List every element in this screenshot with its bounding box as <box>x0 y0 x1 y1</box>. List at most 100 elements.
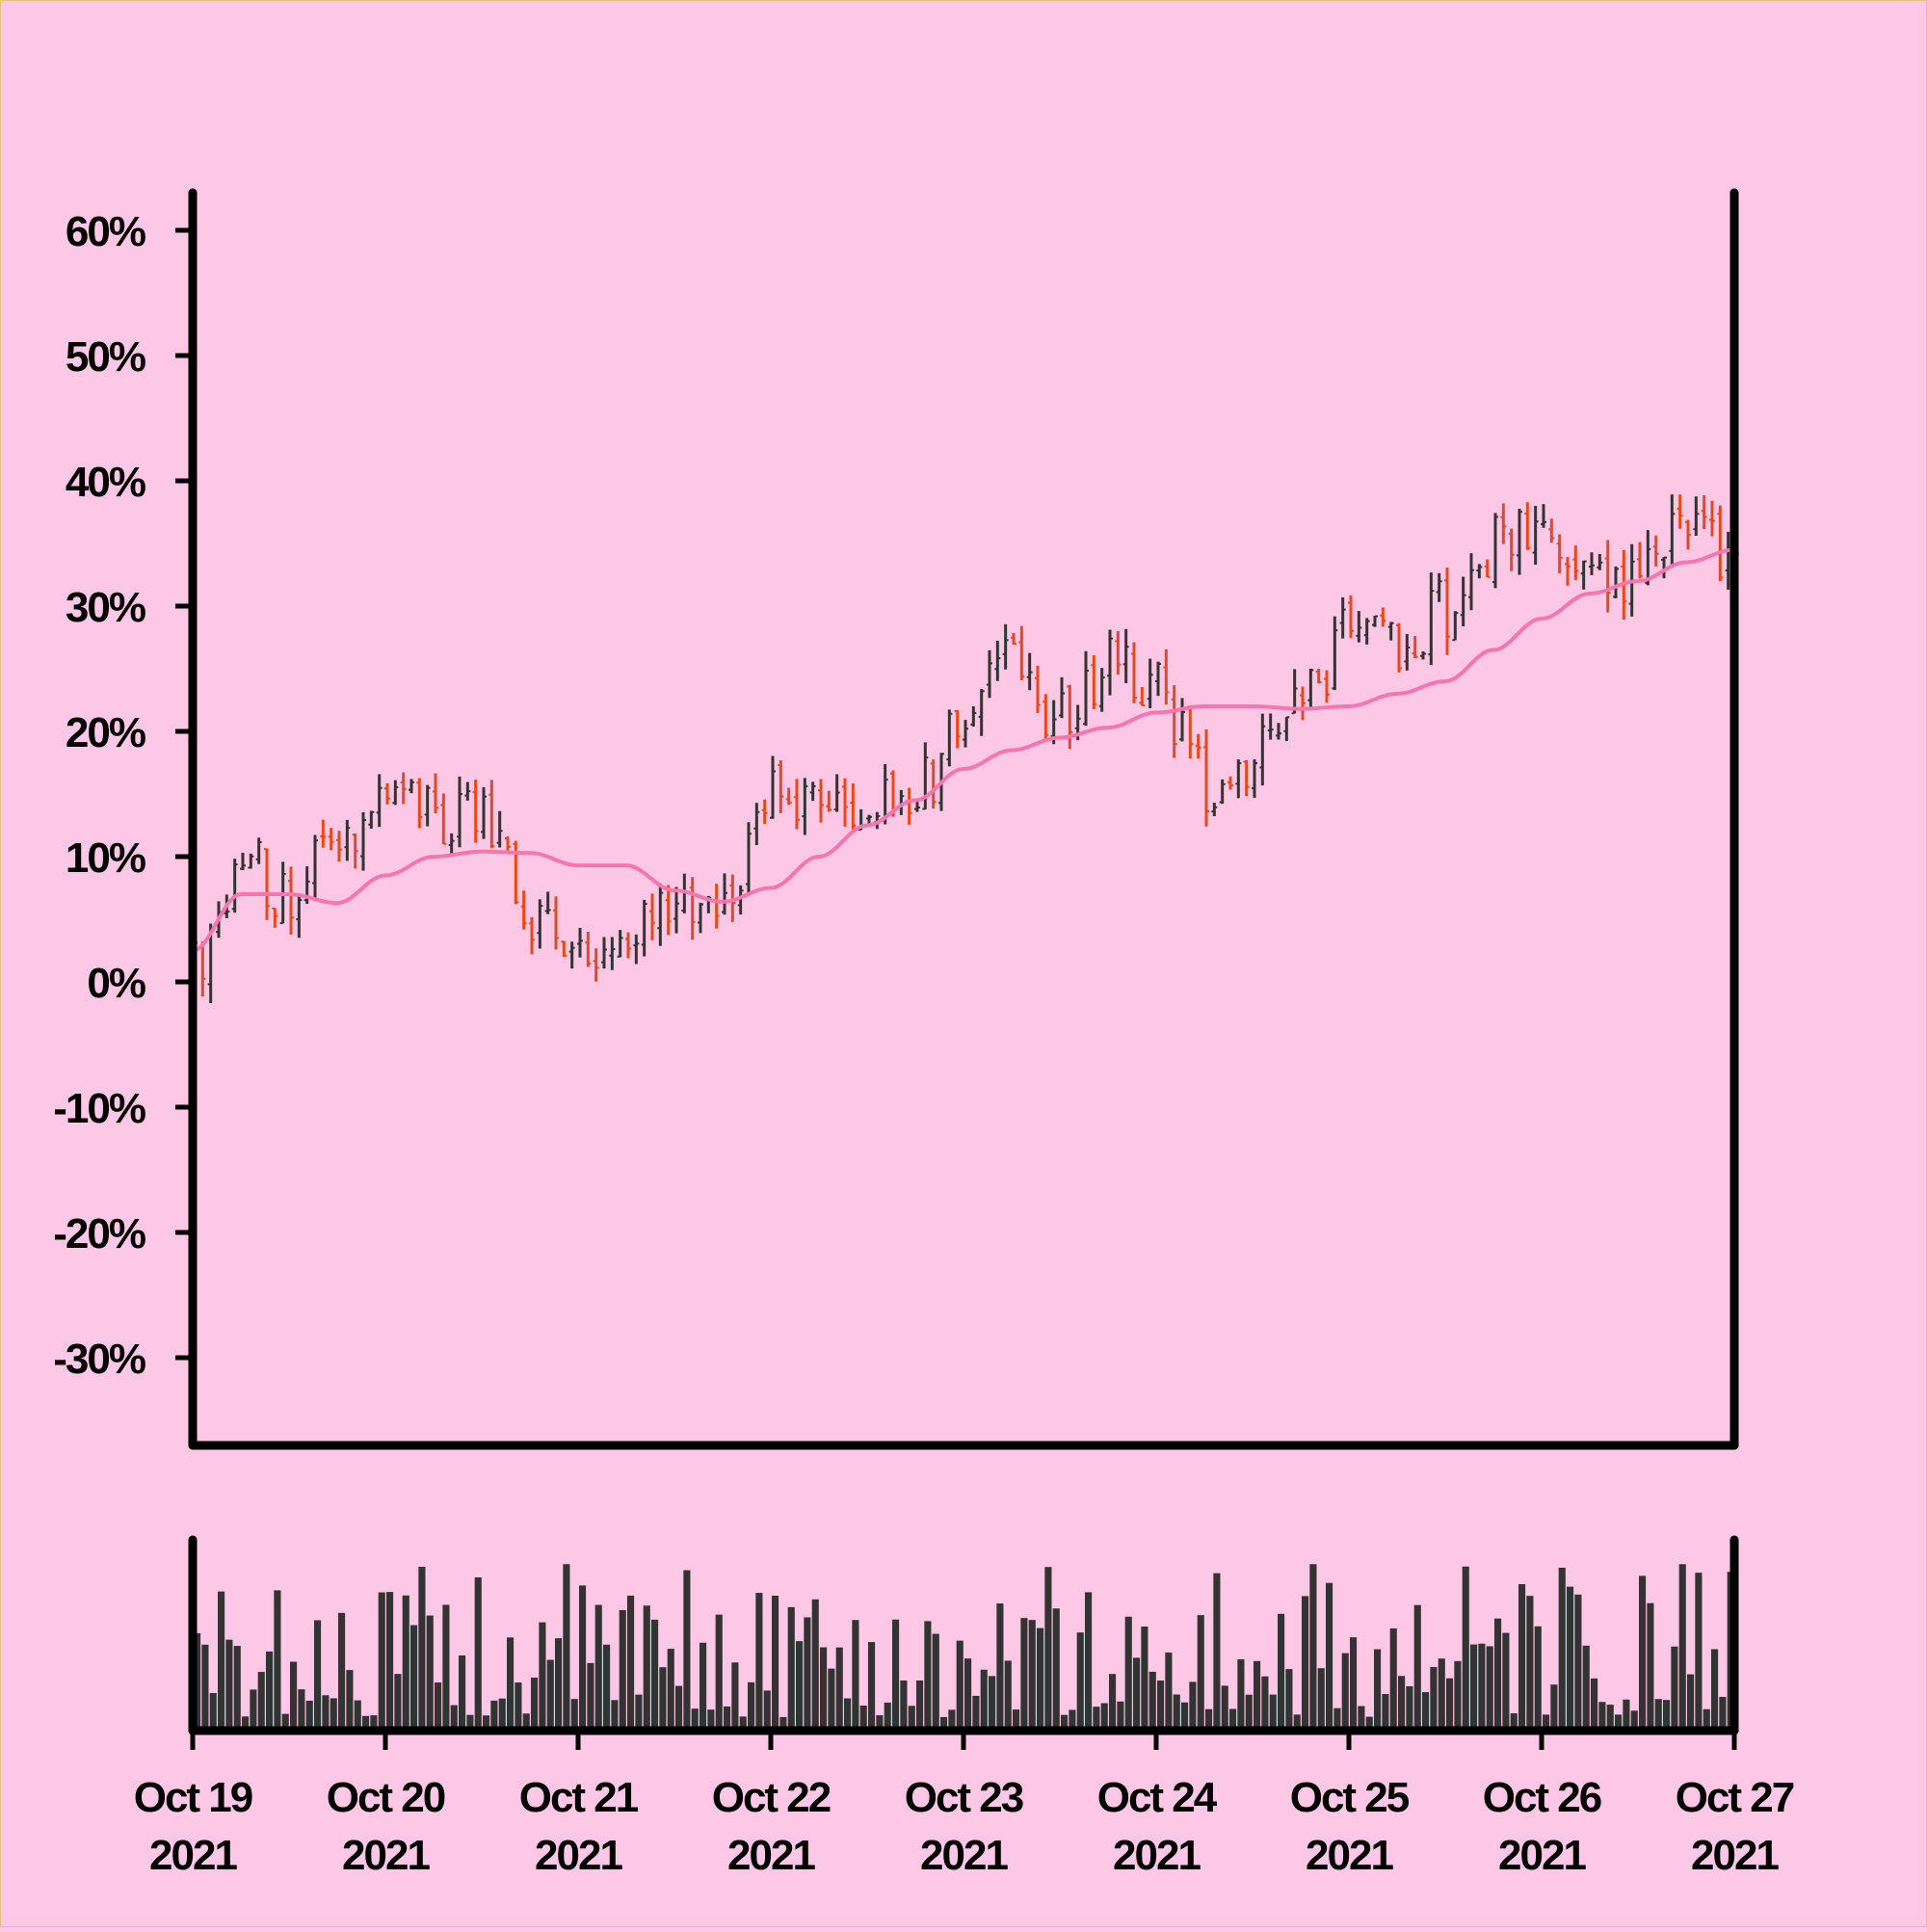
volume-bar <box>1221 1685 1228 1731</box>
volume-bar <box>876 1715 884 1731</box>
volume-bar <box>305 1700 313 1731</box>
ohlc-bar <box>1436 572 1442 602</box>
ohlc-bar <box>409 779 414 794</box>
ohlc-bar <box>1083 650 1089 727</box>
y-tick-labels: 60% 50% 40% 30% 20% 10% 0% -10% -20% -30% <box>53 208 147 1383</box>
ohlc-bar <box>336 831 342 862</box>
ohlc-bar <box>1468 553 1474 611</box>
ohlc-bar <box>248 853 254 869</box>
volume-bar <box>627 1595 635 1731</box>
volume-bar <box>1037 1628 1044 1731</box>
volume-bar <box>948 1709 956 1731</box>
volume-bar <box>459 1654 466 1731</box>
ohlc-bar <box>1363 618 1370 645</box>
ohlc-bar <box>1283 716 1290 741</box>
ohlc-bar <box>231 859 238 913</box>
volume-bar <box>748 1681 755 1731</box>
volume-bar <box>1567 1586 1574 1731</box>
volume-bar <box>1615 1714 1623 1731</box>
x-tick-year: 2021 <box>535 1832 622 1879</box>
ohlc-bar <box>1171 685 1177 758</box>
ohlc-bar <box>673 887 679 934</box>
volume-bar <box>435 1682 442 1731</box>
volume-bar <box>1293 1714 1301 1731</box>
volume-bar <box>1623 1699 1630 1731</box>
volume-bar <box>1197 1615 1204 1731</box>
volume-bars-group <box>194 1564 1734 1731</box>
volume-bar <box>1365 1716 1373 1731</box>
ohlc-bar <box>264 848 270 920</box>
y-tick-label: 30% <box>66 584 145 631</box>
volume-bar <box>1285 1669 1293 1731</box>
ohlc-bar <box>585 932 592 967</box>
ohlc-bar <box>544 891 551 914</box>
volume-bar <box>691 1708 699 1731</box>
ohlc-bar <box>296 893 303 939</box>
volume-bar <box>1374 1649 1382 1731</box>
x-tick-year: 2021 <box>920 1832 1008 1879</box>
volume-bar <box>1639 1575 1647 1731</box>
ohlc-bar <box>1339 596 1346 639</box>
ohlc-bar <box>392 780 399 806</box>
ohlc-bar <box>802 778 808 835</box>
ohlc-bar <box>1067 684 1073 750</box>
x-tick-date: Oct 27 <box>1676 1774 1794 1821</box>
ohlc-bar <box>1043 694 1049 740</box>
ohlc-bar <box>866 814 872 824</box>
ohlc-bar <box>384 782 390 805</box>
volume-bar <box>635 1694 643 1731</box>
ohlc-bar <box>448 833 455 857</box>
volume-bar <box>1044 1567 1052 1731</box>
ohlc-bar <box>1460 576 1466 627</box>
volume-bar <box>787 1606 795 1731</box>
volume-bar <box>338 1612 346 1731</box>
ohlc-bar <box>930 759 937 809</box>
volume-bar <box>924 1621 932 1731</box>
ohlc-bar <box>665 885 672 936</box>
volume-bar <box>298 1689 305 1731</box>
volume-bar <box>555 1638 563 1731</box>
y-tick-label: 0% <box>87 960 145 1007</box>
ohlc-bar <box>1300 686 1306 721</box>
volume-bar <box>539 1622 546 1731</box>
volume-bar <box>1278 1613 1285 1731</box>
y-tick-label: 40% <box>66 459 145 506</box>
ohlc-bar <box>826 790 832 812</box>
x-tick-year: 2021 <box>1498 1832 1586 1879</box>
ohlc-bar <box>1276 723 1281 740</box>
ohlc-bar <box>842 778 848 827</box>
x-tick-date: Oct 26 <box>1483 1774 1601 1821</box>
volume-bar <box>1430 1667 1438 1731</box>
volume-bar <box>989 1676 996 1731</box>
volume-bar <box>1598 1702 1606 1731</box>
ohlc-bar <box>641 899 647 957</box>
ohlc-bar <box>1717 505 1724 582</box>
moving-average-group <box>192 547 1735 953</box>
volume-bar <box>1309 1564 1317 1731</box>
ohlc-bar <box>1645 530 1651 586</box>
ohlc-bar <box>906 787 912 825</box>
x-tick-year: 2021 <box>342 1832 430 1879</box>
volume-bar <box>916 1680 924 1731</box>
ohlc-bar <box>1580 560 1587 590</box>
ohlc-bar <box>617 930 623 958</box>
ohlc-bar <box>1139 686 1146 707</box>
volume-bar <box>490 1700 498 1731</box>
volume-bar <box>1076 1632 1084 1731</box>
volume-bar <box>956 1640 964 1731</box>
ohlc-bar <box>633 934 640 965</box>
x-tick-date: Oct 25 <box>1290 1774 1410 1821</box>
volume-bar <box>1606 1705 1614 1731</box>
ohlc-bar <box>1508 528 1515 571</box>
ohlc-bar <box>1524 502 1531 550</box>
volume-bar <box>1711 1649 1719 1731</box>
volume-bar <box>739 1716 747 1731</box>
volume-bar <box>667 1649 674 1731</box>
x-tick-date: Oct 24 <box>1097 1774 1218 1821</box>
volume-bar <box>1470 1644 1478 1731</box>
volume-bar <box>820 1647 828 1731</box>
ohlc-bar <box>761 799 768 824</box>
ohlc-bar <box>577 927 583 958</box>
volume-bar <box>1020 1618 1028 1731</box>
